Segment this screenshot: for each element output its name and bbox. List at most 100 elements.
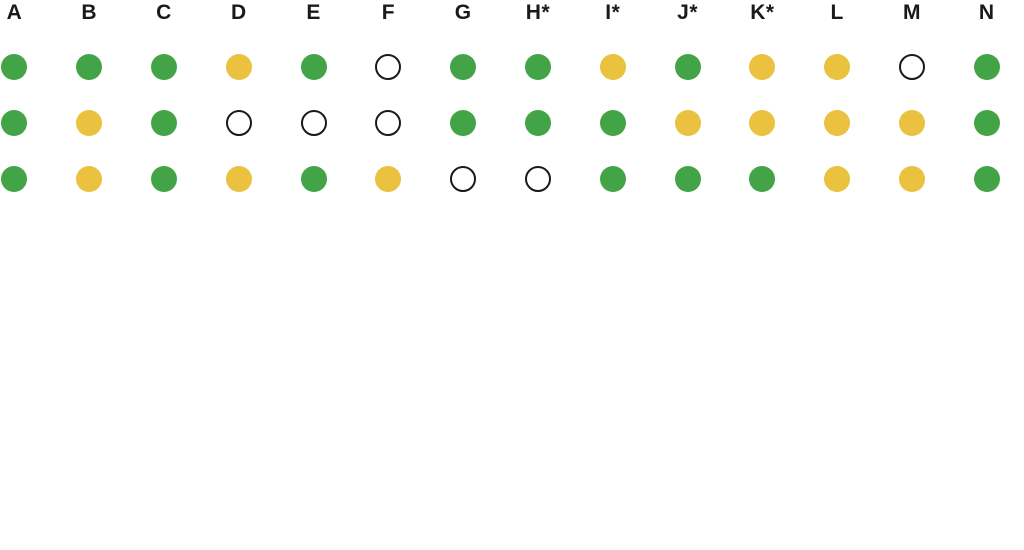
column-m: M bbox=[875, 0, 950, 207]
dot-slot bbox=[150, 39, 177, 95]
column-i: I* bbox=[575, 0, 650, 207]
status-dot-green bbox=[524, 110, 551, 136]
status-dot-green bbox=[300, 166, 327, 192]
status-dot-green bbox=[524, 54, 551, 80]
dot-slot bbox=[375, 151, 402, 207]
status-dot-empty bbox=[300, 110, 327, 136]
dot-slot bbox=[1, 39, 28, 95]
dot-slot bbox=[450, 39, 477, 95]
column-header: I* bbox=[605, 1, 621, 24]
status-dot-green bbox=[76, 54, 103, 80]
dot-slot bbox=[300, 39, 327, 95]
dot-slot bbox=[973, 39, 1000, 95]
status-dot-yellow bbox=[824, 166, 851, 192]
column-c: C bbox=[127, 0, 202, 207]
dot-slot bbox=[674, 39, 701, 95]
dot-slot bbox=[824, 151, 851, 207]
status-dot-empty bbox=[375, 110, 402, 136]
dot-matrix: A B C D E F G H* I* J* K* L M N bbox=[0, 0, 1024, 207]
dot-slot bbox=[150, 151, 177, 207]
status-dot-green bbox=[973, 166, 1000, 192]
column-g: G bbox=[426, 0, 501, 207]
column-header: J* bbox=[677, 1, 698, 24]
dot-slot bbox=[599, 95, 626, 151]
status-dot-yellow bbox=[225, 54, 252, 80]
column-f: F bbox=[351, 0, 426, 207]
dot-slot bbox=[225, 95, 252, 151]
column-header: L bbox=[830, 1, 844, 24]
status-dot-green bbox=[599, 166, 626, 192]
status-dot-yellow bbox=[749, 110, 776, 136]
column-l: L bbox=[800, 0, 875, 207]
status-dot-empty bbox=[375, 54, 402, 80]
status-dot-green bbox=[150, 166, 177, 192]
status-dot-yellow bbox=[225, 166, 252, 192]
dot-slot bbox=[300, 151, 327, 207]
status-dot-green bbox=[1, 54, 28, 80]
status-dot-empty bbox=[225, 110, 252, 136]
dot-slot bbox=[599, 151, 626, 207]
dot-slot bbox=[76, 39, 103, 95]
column-a: A bbox=[0, 0, 52, 207]
status-dot-green bbox=[450, 54, 477, 80]
column-header: A bbox=[6, 1, 23, 24]
status-dot-green bbox=[450, 110, 477, 136]
column-header: C bbox=[156, 1, 172, 24]
column-header: K* bbox=[750, 1, 775, 24]
column-header: N bbox=[978, 1, 995, 24]
status-dot-green bbox=[150, 110, 177, 136]
dot-slot bbox=[898, 95, 925, 151]
dot-slot bbox=[524, 95, 551, 151]
status-dot-yellow bbox=[749, 54, 776, 80]
column-header: D bbox=[230, 1, 247, 24]
status-dot-yellow bbox=[824, 110, 851, 136]
dot-slot bbox=[674, 151, 701, 207]
dot-slot bbox=[749, 95, 776, 151]
status-dot-green bbox=[1, 110, 28, 136]
status-dot-yellow bbox=[76, 110, 103, 136]
dot-slot bbox=[824, 39, 851, 95]
status-dot-green bbox=[674, 166, 701, 192]
status-dot-green bbox=[300, 54, 327, 80]
column-k: K* bbox=[725, 0, 800, 207]
column-e: E bbox=[276, 0, 351, 207]
dot-slot bbox=[674, 95, 701, 151]
status-dot-green bbox=[973, 110, 1000, 136]
column-header: G bbox=[454, 1, 472, 24]
dot-slot bbox=[375, 95, 402, 151]
status-dot-yellow bbox=[76, 166, 103, 192]
column-header: F bbox=[381, 1, 396, 24]
dot-slot bbox=[898, 151, 925, 207]
dot-slot bbox=[973, 151, 1000, 207]
dot-slot bbox=[375, 39, 402, 95]
status-dot-yellow bbox=[824, 54, 851, 80]
status-dot-empty bbox=[898, 54, 925, 80]
dot-slot bbox=[524, 151, 551, 207]
status-dot-empty bbox=[524, 166, 551, 192]
column-h: H* bbox=[501, 0, 576, 207]
dot-slot bbox=[300, 95, 327, 151]
dot-slot bbox=[150, 95, 177, 151]
column-header: H* bbox=[525, 1, 551, 24]
column-header: B bbox=[81, 1, 98, 24]
status-dot-yellow bbox=[898, 110, 925, 136]
status-dot-green bbox=[1, 166, 28, 192]
dot-slot bbox=[1, 151, 28, 207]
status-dot-empty bbox=[450, 166, 477, 192]
status-dot-green bbox=[150, 54, 177, 80]
status-dot-yellow bbox=[375, 166, 402, 192]
dot-slot bbox=[749, 39, 776, 95]
status-dot-green bbox=[599, 110, 626, 136]
status-dot-yellow bbox=[898, 166, 925, 192]
column-n: N bbox=[949, 0, 1024, 207]
status-dot-yellow bbox=[674, 110, 701, 136]
status-dot-green bbox=[973, 54, 1000, 80]
column-j: J* bbox=[650, 0, 725, 207]
status-dot-yellow bbox=[599, 54, 626, 80]
status-dot-green bbox=[749, 166, 776, 192]
dot-slot bbox=[225, 39, 252, 95]
dot-slot bbox=[1, 95, 28, 151]
dot-slot bbox=[76, 151, 103, 207]
dot-slot bbox=[749, 151, 776, 207]
dot-slot bbox=[898, 39, 925, 95]
